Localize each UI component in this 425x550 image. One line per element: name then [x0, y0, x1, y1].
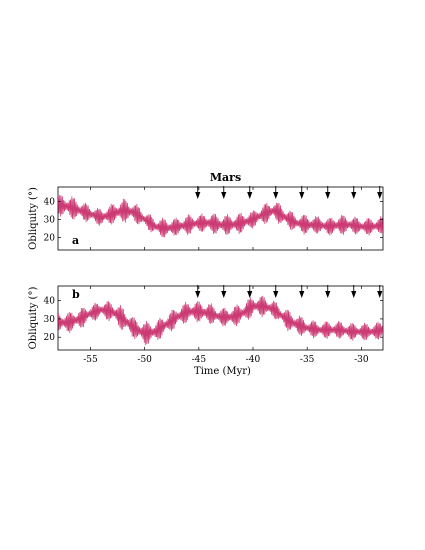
panel-a-label: a — [72, 234, 79, 247]
x-tick-label: -55 — [83, 355, 98, 365]
arrow-marker — [351, 186, 357, 199]
panel-b-x-ticks: -55 -50 -45 -40 -35 -30 — [83, 286, 369, 365]
panel-a-frame — [57, 186, 384, 251]
x-tick-label: -30 — [354, 355, 369, 365]
arrow-marker — [221, 285, 227, 298]
arrow-marker — [273, 186, 279, 199]
panel-a-series-line — [58, 195, 383, 238]
arrow-marker — [247, 285, 253, 298]
panel-a-ylabel: Obliquity (°) — [28, 187, 39, 250]
panel-b-obliquity-trace — [58, 295, 383, 345]
x-tick-label: -45 — [192, 355, 207, 365]
arrow-marker — [299, 186, 305, 199]
arrow-marker — [221, 186, 227, 199]
arrow-marker — [377, 186, 383, 199]
arrow-marker — [325, 186, 331, 199]
panel-b-label: b — [72, 288, 80, 301]
y-tick-label: 40 — [44, 197, 56, 207]
arrow-marker — [247, 186, 253, 199]
arrow-marker — [325, 285, 331, 298]
arrow-marker — [299, 285, 305, 298]
x-axis-label: Time (Myr) — [194, 366, 251, 377]
panel-a-y-ticks: 20 30 40 — [44, 197, 383, 243]
panel-a: 20 30 40 Obliquity (°) a — [28, 186, 384, 251]
chart-title: Mars — [210, 171, 241, 184]
x-tick-label: -40 — [246, 355, 261, 365]
y-tick-label: 30 — [44, 215, 56, 225]
panel-b-series-line — [58, 295, 383, 345]
y-tick-label: 30 — [44, 315, 56, 325]
x-tick-label: -35 — [300, 355, 315, 365]
y-tick-label: 20 — [44, 233, 56, 243]
arrow-marker — [195, 186, 201, 199]
y-tick-label: 40 — [44, 297, 56, 307]
panel-b-ylabel: Obliquity (°) — [28, 287, 39, 350]
panel-a-x-ticks — [90, 187, 362, 250]
y-tick-label: 20 — [44, 333, 56, 343]
panel-b-y-ticks: 20 30 40 — [44, 297, 383, 343]
arrow-marker — [377, 285, 383, 298]
panel-a-obliquity-trace — [58, 195, 383, 238]
panel-b-arrows — [195, 285, 383, 298]
panel-a-arrows — [195, 186, 383, 199]
x-tick-label: -50 — [137, 355, 152, 365]
arrow-marker — [195, 285, 201, 298]
arrow-marker — [273, 285, 279, 298]
arrow-marker — [351, 285, 357, 298]
